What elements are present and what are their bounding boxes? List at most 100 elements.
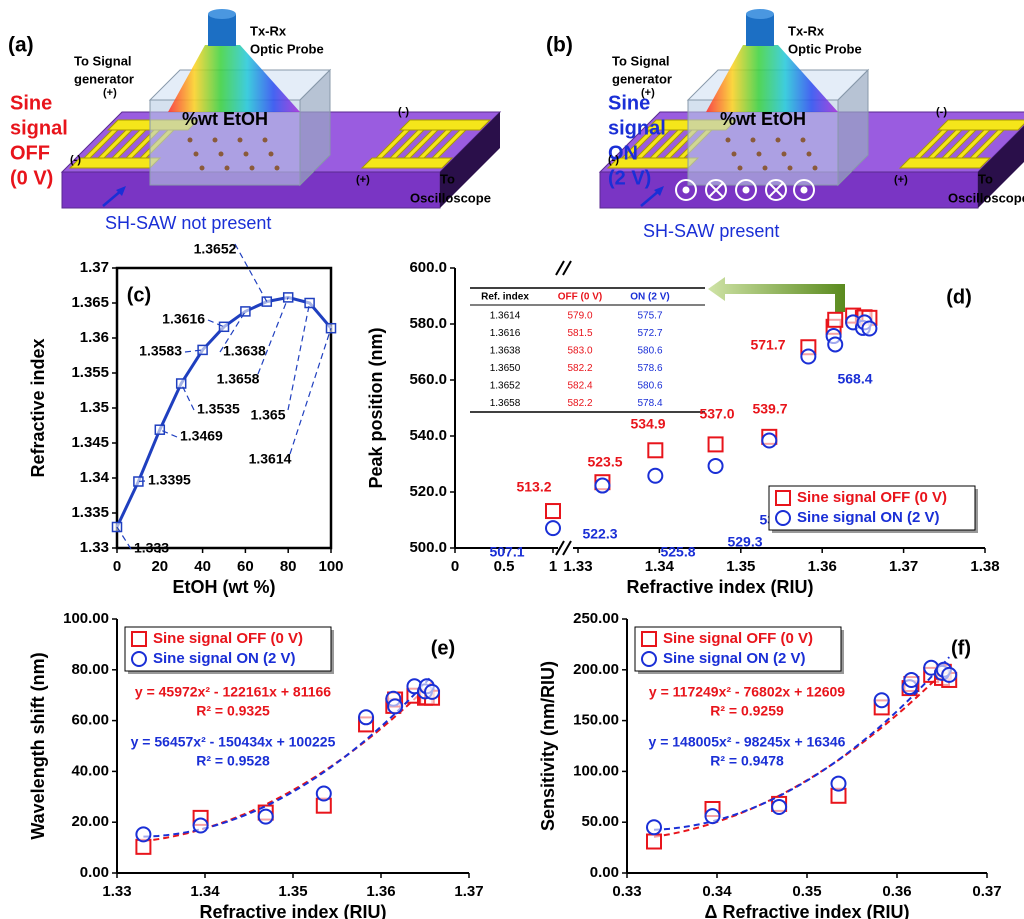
y-tick-label: 200.00 [573,661,619,678]
leader-line [138,481,145,482]
polarity-label: (+) [641,87,655,99]
polarity-label: (+) [103,87,117,99]
source-label: generator [612,71,672,86]
electrode [400,120,490,130]
x-tick-label: 20 [151,558,168,575]
marker [862,321,876,335]
y-tick-label: 1.37 [80,259,109,276]
value-label: 568.4 [837,371,872,387]
particle [763,166,768,171]
particle [219,152,224,157]
table-cell: 1.3638 [490,346,521,357]
y-tick-label: 560.0 [409,371,447,388]
particle [751,138,756,143]
y-tick-label: 520.0 [409,483,447,500]
x-tick-label: 0 [113,558,121,575]
marker [113,523,122,532]
y-tick-label: 540.0 [409,427,447,444]
x-tick-label: 0.5 [494,558,515,575]
electrode [900,158,990,168]
x-tick-label: 1.35 [726,558,755,575]
legend-label: Sine signal ON (2 V) [797,509,940,526]
particle [726,138,731,143]
y-axis-title: Sensitivity (nm/RIU) [538,661,558,831]
x-tick-label: 0 [451,558,459,575]
marker [546,521,560,535]
particle [188,138,193,143]
legend-label: Sine signal OFF (0 V) [663,630,813,647]
axis-break [556,541,571,555]
table-cell: 583.0 [567,346,592,357]
trend-equation: y = 117249x² - 76802x + 12609 [649,684,845,700]
x-tick-label: 100 [318,558,343,575]
legend-label: Sine signal ON (2 V) [153,650,296,667]
marker [642,652,656,666]
electrode [362,158,452,168]
y-tick-label: 50.00 [581,813,619,830]
value-label: 1.3614 [249,451,292,467]
signal-label: signal [608,117,666,139]
particle [813,166,818,171]
probe-label: Optic Probe [250,41,324,56]
marker [828,313,842,327]
value-label: 529.3 [727,534,762,550]
wave-symbol [683,187,690,194]
particle [757,152,762,157]
probe-label: Optic Probe [788,41,862,56]
marker [706,809,720,823]
marker [709,459,723,473]
probe-label: Tx-Rx [788,23,825,38]
polarity-label: (-) [398,106,409,118]
trend-r2: R² = 0.9528 [196,753,270,769]
marker [546,504,560,518]
value-label: 537.0 [699,406,734,422]
particle [200,166,205,171]
marker [259,810,273,824]
marker [317,786,331,800]
y-tick-label: 150.00 [573,712,619,729]
y-tick-label: 1.365 [71,294,109,311]
panel-label: (c) [127,284,151,306]
value-label: 1.3395 [148,472,191,488]
value-label: 513.2 [516,479,551,495]
marker [220,322,229,331]
source-label: generator [74,71,134,86]
marker [776,511,790,525]
panel-label: (b) [546,34,573,57]
probe-top [208,9,236,19]
x-tick-label: 1.34 [645,558,675,575]
value-label: 1.3658 [217,371,260,387]
y-tick-label: 500.0 [409,539,447,556]
x-tick-label: 0.35 [792,883,821,900]
y-tick-label: 1.36 [80,329,109,346]
marker [155,425,164,434]
trend-r2: R² = 0.9325 [196,703,270,719]
table-header: ON (2 V) [630,292,669,303]
y-axis-title: Wavelength shift (nm) [28,652,48,839]
table-cell: 1.3652 [490,381,521,392]
trend-r2: R² = 0.9478 [710,753,784,769]
marker [388,699,402,713]
x-axis-title: Δ Refractive index (RIU) [705,902,910,919]
panel-label: (d) [946,286,972,308]
particle [801,138,806,143]
signal-label: OFF [10,142,50,164]
y-tick-label: 0.00 [80,864,109,881]
x-tick-label: 1.36 [366,883,395,900]
y-tick-label: 1.34 [80,469,110,486]
table-cell: 1.3650 [490,363,521,374]
marker [801,349,815,363]
liquid-label: %wt EtOH [720,109,806,129]
output-label: To [978,171,993,186]
marker [828,337,842,351]
figure: (a)Tx-RxOptic ProbeTo SignalgeneratorSin… [0,0,1024,919]
particle [732,152,737,157]
y-tick-label: 40.00 [71,762,109,779]
table-cell: 582.2 [567,363,592,374]
value-label: 1.3616 [162,311,205,327]
panel-label: (a) [8,34,34,57]
particle [250,166,255,171]
marker [425,685,439,699]
x-tick-label: 0.37 [972,883,1001,900]
x-tick-label: 0.34 [702,883,732,900]
